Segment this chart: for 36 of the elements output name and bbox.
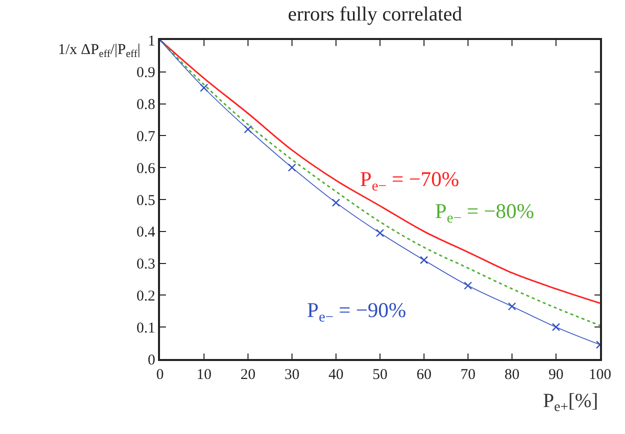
y-tick-label: 0.6 [136,160,156,177]
x-tick-label: 90 [548,366,564,383]
point [464,282,472,290]
y-tick-label: 0.9 [136,65,156,82]
y-tick-label: 0.3 [136,256,156,273]
y-tick-label: 0.4 [136,224,156,241]
y-tick-label: 0.5 [136,192,156,209]
x-axis-title: P$_{e+}$[%] [543,390,598,416]
point [244,125,252,134]
x-tick-label: 70 [460,366,476,383]
y-tick-label: 0.8 [136,97,156,114]
series-label: P$_{e−}$ = −90% [307,298,406,326]
x-tick-label: 40 [328,366,344,383]
point [420,256,428,264]
point [332,198,340,207]
y-tick-label: 0.7 [136,128,156,145]
x-tick-label: 50 [372,366,388,383]
y-tick-label: 1 [148,33,156,50]
point [200,84,208,92]
point [376,228,384,238]
x-tick-label: 80 [504,366,520,383]
y-tick-label: 0.2 [136,288,156,304]
x-tick-label: 100 [588,366,612,383]
x-tick-label: 10 [196,366,212,383]
x-tick-label: 20 [240,366,256,383]
y-tick-label: 0.1 [136,320,156,336]
series-label: P$_{e−}$ = −80% [435,199,534,226]
x-tick-label: 60 [416,366,432,383]
point [552,323,560,332]
y-tick-label: 0 [148,352,156,368]
point [508,302,516,310]
point [288,164,296,172]
x-tick-label: 30 [284,366,300,383]
y-axis-title: 1/x ΔP$_{eff}$/|P$_{eff}$| [58,42,140,60]
chart-title: errors fully correlated [288,4,462,26]
series-label: P$_{e−}$ = −70% [360,167,460,194]
